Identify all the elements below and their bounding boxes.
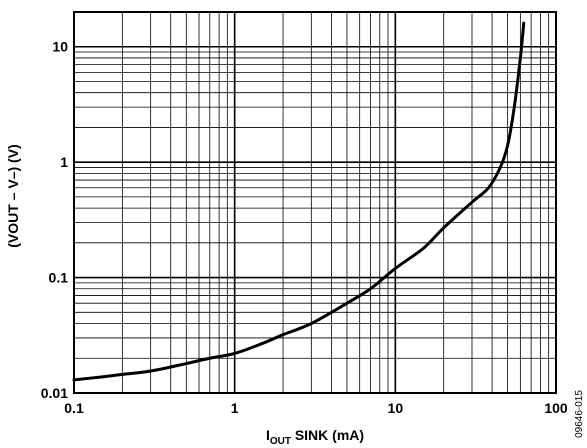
minor-gridlines [74, 12, 556, 393]
x-tick-label: 10 [388, 400, 404, 416]
plot-frame [73, 11, 557, 394]
x-axis-title: IOUT SINK (mA) [266, 427, 364, 447]
x-tick-labels: 0.1 1 10 100 [64, 400, 568, 416]
figure-id: 09646-015 [574, 390, 585, 438]
x-tick-label: 0.1 [64, 400, 84, 416]
series-layer [72, 21, 526, 382]
y-tick-labels: 0.01 0.1 1 10 [41, 39, 68, 401]
y-tick-label: 0.1 [49, 270, 69, 286]
x-tick-label: 1 [231, 400, 239, 416]
y-tick-label: 0.01 [41, 385, 68, 401]
major-gridlines [74, 12, 556, 393]
y-tick-label: 1 [60, 154, 68, 170]
x-axis-title-subscript: OUT [270, 436, 291, 447]
y-axis-title: (VOUT – V–) (V) [5, 144, 21, 247]
series-line [72, 21, 526, 382]
x-axis-title-main: I [266, 427, 270, 443]
x-axis-title-rest: SINK (mA) [291, 427, 364, 443]
x-tick-label: 100 [544, 400, 568, 416]
y-tick-label: 10 [52, 39, 68, 55]
